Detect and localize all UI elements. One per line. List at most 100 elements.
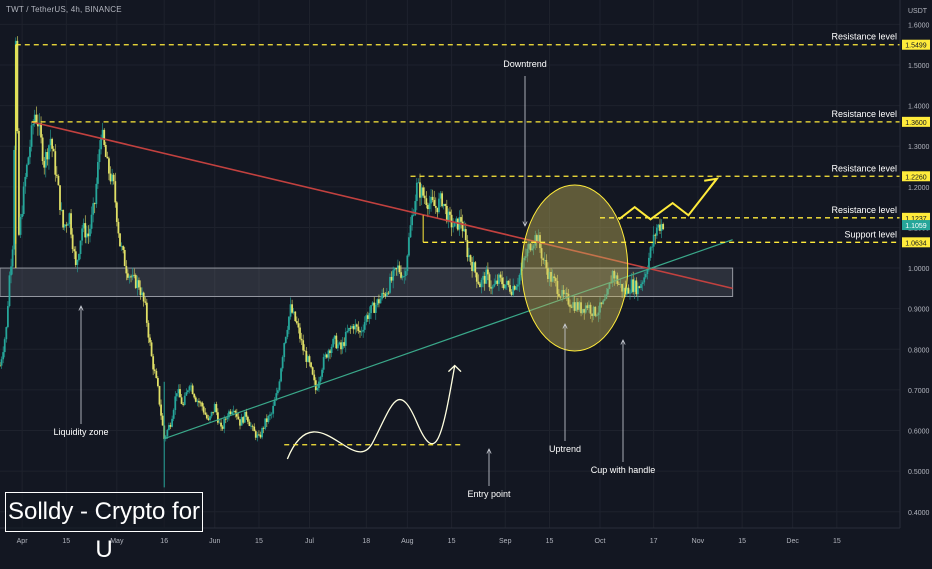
x-tick-label: Oct	[595, 538, 606, 545]
annotation-entry-arrow-head	[486, 448, 492, 454]
candle-body	[119, 233, 121, 247]
level-price-tag	[902, 212, 930, 223]
candle-body	[378, 299, 380, 304]
candle-body	[344, 332, 347, 346]
candle-body	[442, 203, 445, 207]
candle-body	[475, 272, 478, 282]
candle-body	[621, 284, 624, 292]
candle-body	[441, 193, 444, 207]
candle-body	[490, 287, 492, 289]
candle-body	[403, 275, 406, 277]
candle-body	[518, 274, 521, 285]
candle-body	[550, 271, 552, 282]
projection-arrowhead	[704, 177, 720, 190]
candle-body	[565, 292, 568, 294]
candle-body	[261, 427, 264, 438]
price-chart[interactable]: Resistance level Resistance level Resistan…	[0, 0, 932, 550]
candle-body	[466, 240, 469, 258]
candle-body	[384, 293, 387, 296]
candle-body	[474, 262, 477, 273]
candle-body	[319, 376, 322, 382]
candle-body	[515, 286, 518, 290]
candle-body	[501, 277, 504, 285]
candle-body	[133, 274, 136, 276]
candle-body	[539, 235, 541, 249]
candle-body	[275, 393, 278, 401]
candle-body	[93, 203, 96, 205]
candle-body	[190, 385, 192, 387]
candle-body	[245, 411, 248, 417]
candle-body	[415, 182, 418, 202]
level-price-tag-label: 1.2260	[905, 174, 927, 181]
candle-body	[379, 298, 382, 304]
candle-body	[471, 261, 474, 272]
candle-body	[141, 292, 144, 296]
y-tick-label: 1.3000	[908, 144, 930, 151]
candle-body	[453, 221, 456, 227]
y-tick-label: 0.9000	[908, 307, 930, 314]
candle-body	[115, 202, 118, 222]
y-tick-label: 1.6000	[908, 22, 930, 29]
level-label: Resistance level	[831, 32, 897, 42]
candle-body	[0, 359, 3, 366]
candle-body	[122, 246, 125, 250]
candle-body	[640, 284, 642, 288]
candle-body	[521, 260, 524, 269]
candle-body	[142, 292, 145, 302]
candle-body	[160, 404, 162, 416]
candle-body	[29, 146, 31, 158]
annotation-uptrend: Uptrend	[549, 444, 581, 454]
annotations: Downtrend Liquidity zone Entry point Uptren…	[53, 59, 655, 499]
x-axis: Apr 15 May 16 Jun 15 Jul 18 Aug 15 Sep 15 Oct 17 Nov 15…	[0, 527, 900, 550]
y-tick-label: 0.6000	[908, 429, 930, 436]
candle-body	[272, 405, 275, 414]
candle-body	[18, 130, 20, 235]
candle-body	[87, 233, 90, 237]
candle-body	[486, 269, 489, 275]
candle-body	[385, 292, 388, 296]
candle-body	[662, 224, 665, 230]
candle-body	[288, 316, 290, 330]
candle-body	[434, 205, 437, 208]
candle-body	[92, 203, 95, 215]
candle-body	[460, 217, 462, 222]
candle-body	[395, 268, 398, 270]
candle-body	[583, 309, 586, 313]
candle-body	[316, 387, 319, 391]
candle-body	[276, 390, 279, 394]
candle-body	[595, 315, 598, 316]
x-tick-label: 17	[650, 538, 658, 545]
candle-body	[172, 410, 175, 419]
candle-body	[248, 421, 251, 427]
level-price-tag-label: 1.5499	[905, 43, 927, 50]
x-tick-label: 15	[62, 538, 70, 545]
candle-body	[295, 321, 298, 324]
candle-body	[562, 290, 565, 295]
candle-body	[393, 268, 396, 271]
candle-body	[186, 390, 189, 393]
candle-body	[532, 245, 535, 249]
candle-body	[396, 265, 399, 269]
candle-body	[632, 279, 635, 292]
candle-body	[324, 354, 327, 358]
candle-body	[513, 286, 516, 290]
candle-body	[507, 280, 510, 286]
candle-body	[430, 196, 432, 204]
candle-body	[265, 418, 268, 423]
candle-body	[235, 412, 238, 417]
y-axis: USDT 0.4000 0.5000 0.6000 0.7000 0.8000 0.9000…	[899, 0, 932, 550]
candle-body	[46, 152, 49, 160]
chart-background	[0, 0, 932, 550]
candle-body	[371, 302, 374, 306]
x-tick-label: Apr	[17, 538, 29, 545]
candle-body	[49, 138, 52, 146]
candle-body	[629, 292, 631, 294]
candle-body	[627, 287, 630, 294]
y-tick-label: 1.4000	[908, 104, 930, 111]
candle-body	[212, 411, 215, 413]
candle-body	[134, 275, 137, 288]
candle-body	[109, 173, 112, 182]
candle-body	[156, 378, 159, 387]
candle-body	[657, 224, 660, 228]
candle-body	[215, 404, 218, 413]
